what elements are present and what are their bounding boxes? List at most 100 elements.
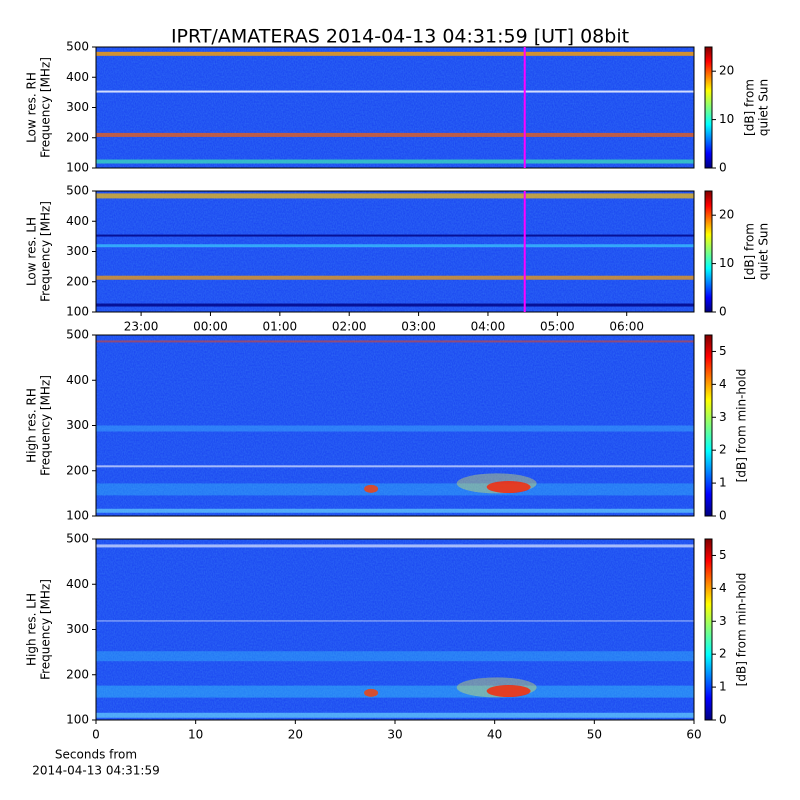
spectrogram-noise xyxy=(96,539,694,720)
colorbar-tick-label: 2 xyxy=(719,647,727,661)
y-axis-label: Frequency [MHz] xyxy=(39,579,53,680)
colorbar-tick-label: 3 xyxy=(719,614,727,628)
colorbar-tick-label: 1 xyxy=(719,476,727,490)
y-tick-label: 300 xyxy=(66,418,89,432)
burst xyxy=(364,484,379,493)
burst xyxy=(486,685,531,698)
colorbar xyxy=(704,334,713,517)
spectrogram-band xyxy=(96,425,694,432)
colorbar-label: [dB] from min-hold xyxy=(735,369,749,483)
colorbar-tick-label: 20 xyxy=(719,208,734,222)
y-axis-label: High res. RH xyxy=(25,388,39,463)
y-tick-label: 100 xyxy=(66,509,89,523)
y-tick-label: 200 xyxy=(66,130,89,144)
spectrogram-noise xyxy=(96,47,694,168)
colorbar-tick-label: 20 xyxy=(719,64,734,78)
y-axis-label: Frequency [MHz] xyxy=(39,57,53,158)
spectrogram-band xyxy=(96,234,694,237)
colorbar-tick-label: 3 xyxy=(719,410,727,424)
colorbar-tick-label: 0 xyxy=(719,713,727,727)
y-axis-label: Frequency [MHz] xyxy=(39,375,53,476)
y-tick-label: 500 xyxy=(66,328,89,342)
y-axis-label: Low res. LH xyxy=(25,217,39,286)
colorbar-tick-label: 1 xyxy=(719,680,727,694)
x-tick-label: 40 xyxy=(487,728,502,742)
y-tick-label: 400 xyxy=(66,214,89,228)
y-tick-label: 100 xyxy=(66,161,89,175)
y-tick-label: 200 xyxy=(66,274,89,288)
colorbar xyxy=(704,538,713,721)
spectrogram-band xyxy=(96,483,694,496)
colorbar-tick-label: 0 xyxy=(719,161,727,175)
colorbar-tick-label: 10 xyxy=(719,112,734,126)
x-tick-label: 01:00 xyxy=(263,320,298,334)
y-axis-label: Frequency [MHz] xyxy=(39,201,53,302)
spectrogram-band xyxy=(96,244,694,248)
x-tick-label: 06:00 xyxy=(609,320,644,334)
colorbar-tick-label: 5 xyxy=(719,548,727,562)
y-tick-label: 500 xyxy=(66,532,89,546)
y-tick-label: 100 xyxy=(66,713,89,727)
x-axis-label: 2014-04-13 04:31:59 xyxy=(32,764,159,778)
x-tick-label: 10 xyxy=(188,728,203,742)
x-tick-label: 02:00 xyxy=(332,320,367,334)
x-tick-label: 30 xyxy=(387,728,402,742)
chart-title: IPRT/AMATERAS 2014-04-13 04:31:59 [UT] 0… xyxy=(171,26,629,48)
y-tick-label: 200 xyxy=(66,667,89,681)
colorbar xyxy=(704,46,713,169)
colorbar-tick-label: 5 xyxy=(719,344,727,358)
spectrogram-band xyxy=(96,508,694,513)
x-tick-label: 0 xyxy=(92,728,100,742)
spectrogram-noise xyxy=(96,335,694,516)
colorbar-label: quiet Sun xyxy=(757,79,771,136)
x-tick-label: 00:00 xyxy=(193,320,228,334)
y-tick-label: 300 xyxy=(66,622,89,636)
colorbar-tick-label: 0 xyxy=(719,509,727,523)
colorbar-tick-label: 2 xyxy=(719,443,727,457)
spectrogram-band xyxy=(96,340,694,343)
y-axis-label: Low res. RH xyxy=(25,72,39,143)
y-tick-label: 400 xyxy=(66,70,89,84)
x-tick-label: 20 xyxy=(288,728,303,742)
x-tick-label: 60 xyxy=(686,728,701,742)
spectrogram-band xyxy=(96,275,694,280)
burst xyxy=(364,688,379,697)
colorbar-tick-label: 4 xyxy=(719,581,727,595)
colorbar-label: [dB] from min-hold xyxy=(735,573,749,687)
x-tick-label: 50 xyxy=(587,728,602,742)
colorbar-tick-label: 4 xyxy=(719,377,727,391)
x-tick-label: 04:00 xyxy=(471,320,506,334)
spectrogram-band xyxy=(96,685,694,698)
burst xyxy=(486,481,531,494)
colorbar-label: [dB] from xyxy=(743,79,757,136)
x-axis-label: Seconds from xyxy=(55,748,137,762)
x-tick-label: 23:00 xyxy=(124,320,159,334)
colorbar-tick-label: 10 xyxy=(719,256,734,270)
colorbar-label: quiet Sun xyxy=(757,223,771,280)
colorbar-label: [dB] from xyxy=(743,223,757,280)
spectrogram-band xyxy=(96,132,694,137)
y-tick-label: 300 xyxy=(66,100,89,114)
y-tick-label: 200 xyxy=(66,463,89,477)
y-tick-label: 400 xyxy=(66,577,89,591)
y-tick-label: 500 xyxy=(66,40,89,54)
spectrogram-band xyxy=(96,51,694,56)
spectrogram-band xyxy=(96,90,694,93)
spectrogram-band xyxy=(96,303,694,307)
colorbar xyxy=(704,190,713,313)
colorbar-tick-label: 0 xyxy=(719,305,727,319)
spectrogram-band xyxy=(96,193,694,199)
y-tick-label: 100 xyxy=(66,305,89,319)
spectrogram-noise xyxy=(96,191,694,312)
x-tick-label: 05:00 xyxy=(540,320,575,334)
spectrogram-band xyxy=(96,651,694,662)
y-tick-label: 500 xyxy=(66,184,89,198)
spectrogram-band xyxy=(96,620,694,622)
y-axis-label: High res. LH xyxy=(25,593,39,666)
spectrogram-band xyxy=(96,544,694,548)
y-tick-label: 300 xyxy=(66,244,89,258)
x-tick-label: 03:00 xyxy=(401,320,436,334)
spectrogram-band xyxy=(96,465,694,468)
spectrogram-band xyxy=(96,159,694,164)
